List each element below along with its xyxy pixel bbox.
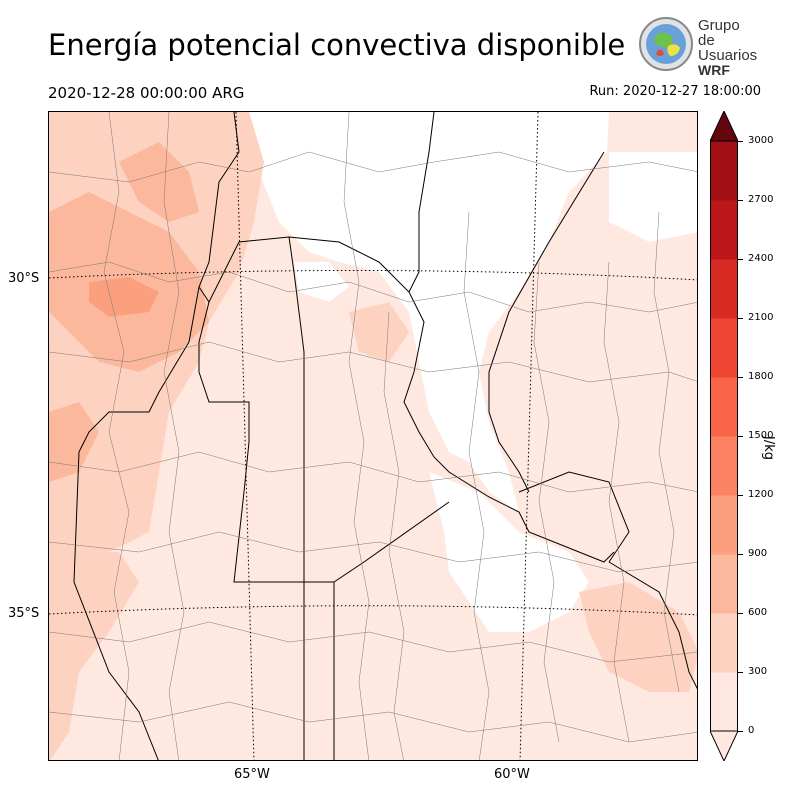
colorbar-tick-mark (738, 554, 743, 555)
parallel-35s (49, 605, 697, 616)
lat-label-35s: 35°S (8, 606, 40, 621)
logo-line2: Usuarios (698, 47, 758, 64)
colorbar-svg (709, 109, 739, 763)
colorbar-tick-label: 300 (748, 666, 768, 677)
colorbar-tick-label: 1800 (748, 371, 774, 382)
colorbar-tick-label: 600 (748, 607, 768, 618)
colorbar-bin (710, 554, 738, 614)
colorbar-bin (710, 200, 738, 260)
colorbar-bin (710, 672, 738, 732)
lat-label-30s: 30°S (8, 271, 40, 286)
colorbar-tick-mark (738, 318, 743, 319)
colorbar-bin (710, 141, 738, 201)
colorbar-tick-mark (738, 141, 743, 142)
meridian-65w (235, 112, 255, 760)
colorbar-tick-mark (738, 377, 743, 378)
colorbar-frame (710, 140, 738, 732)
colorbar-bin (710, 259, 738, 319)
colorbar-tick-label: 2400 (748, 253, 774, 264)
high-cape-areas (49, 142, 209, 482)
parallel-30s (49, 269, 697, 281)
logo-line3: WRF (698, 62, 730, 78)
globe-icon (639, 17, 693, 71)
meridian-60w (519, 112, 539, 760)
colorbar-tick-mark (738, 731, 743, 732)
valid-time: 2020-12-28 00:00:00 ARG (48, 84, 245, 102)
colorbar-bin (710, 318, 738, 378)
grupo-usuarios-wrf-logo: Grupo de Usuarios WRF (638, 16, 758, 78)
colorbar-unit: J/kg (761, 436, 776, 460)
colorbar-tick-label: 900 (748, 548, 768, 559)
colorbar-extend-max (709, 109, 739, 142)
colorbar (709, 109, 739, 763)
logo-line1: Grupo de (698, 17, 740, 49)
colorbar-tick-mark (738, 436, 743, 437)
colorbar-bin (710, 436, 738, 496)
colorbar-extend-min (709, 730, 739, 763)
peak-cape-areas (89, 277, 159, 317)
run-time: Run: 2020-12-27 18:00:00 (589, 84, 761, 99)
department-borders (49, 112, 697, 760)
colorbar-tick-mark (738, 613, 743, 614)
lon-label-60w: 60°W (494, 767, 530, 782)
map-canvas (49, 112, 697, 760)
colorbar-tick-label: 1500 (748, 430, 774, 441)
colorbar-tick-mark (738, 200, 743, 201)
colorbar-tick-label: 2100 (748, 312, 774, 323)
low-cape-areas (249, 112, 697, 632)
colorbar-bin (710, 495, 738, 555)
province-borders (73, 112, 697, 760)
colorbar-tick-label: 1200 (748, 489, 774, 500)
chart-title: Energía potencial convectiva disponible (48, 28, 626, 62)
colorbar-tick-label: 0 (748, 725, 755, 736)
colorbar-tick-mark (738, 259, 743, 260)
colorbar-tick-mark (738, 672, 743, 673)
cape-map (48, 111, 698, 761)
colorbar-tick-label: 2700 (748, 194, 774, 205)
colorbar-tick-mark (738, 495, 743, 496)
colorbar-bin (710, 613, 738, 673)
colorbar-bin (710, 377, 738, 437)
colorbar-tick-label: 3000 (748, 135, 774, 146)
lon-label-65w: 65°W (234, 767, 270, 782)
graticule (49, 112, 697, 760)
